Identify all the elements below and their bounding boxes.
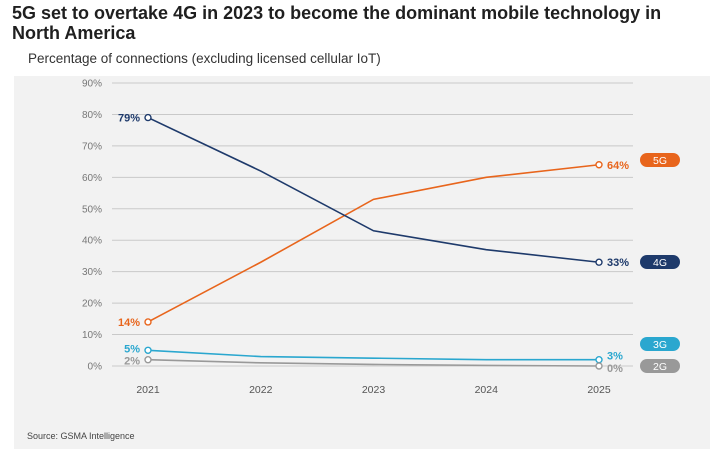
series-start-point-4g bbox=[144, 113, 152, 122]
series-line-4g bbox=[147, 116, 600, 264]
y-tick-label: 30% bbox=[82, 267, 102, 278]
series-start-label: 14% bbox=[118, 317, 140, 329]
y-tick-label: 0% bbox=[88, 362, 103, 373]
series-start-label: 5% bbox=[124, 343, 140, 355]
source-note: Source: GSMA Intelligence bbox=[27, 431, 135, 441]
series-line-3g bbox=[147, 349, 599, 361]
legend-label: 2G bbox=[653, 361, 667, 373]
legend-label: 3G bbox=[653, 339, 667, 351]
series-line-5g bbox=[147, 163, 600, 323]
legend-badge-5g bbox=[640, 153, 680, 167]
series-end-point-2g bbox=[595, 362, 603, 370]
series-end-label: 33% bbox=[607, 257, 629, 269]
series-end-label: 0% bbox=[607, 363, 623, 375]
series-end-point-4g bbox=[595, 258, 603, 266]
series-start-label: 79% bbox=[118, 113, 140, 125]
y-tick-label: 60% bbox=[82, 173, 102, 184]
series-start-label: 2% bbox=[124, 356, 140, 368]
series-start-point-2g bbox=[144, 356, 152, 364]
y-tick-label: 80% bbox=[82, 110, 102, 121]
x-tick-label: 2024 bbox=[475, 384, 499, 396]
legend-badge-2g bbox=[640, 359, 680, 373]
y-tick-label: 70% bbox=[82, 141, 102, 152]
y-tick-label: 10% bbox=[82, 330, 102, 341]
series-end-point-5g bbox=[595, 161, 603, 169]
series-start-point-3g bbox=[144, 346, 152, 354]
x-tick-label: 2023 bbox=[362, 384, 386, 396]
x-tick-label: 2025 bbox=[587, 384, 611, 396]
series-line-2g bbox=[147, 358, 600, 367]
x-tick-label: 2022 bbox=[249, 384, 273, 396]
series-end-label: 3% bbox=[607, 351, 623, 363]
y-tick-label: 20% bbox=[82, 299, 102, 310]
chart-title: 5G set to overtake 4G in 2023 to become … bbox=[12, 3, 662, 43]
legend-badge-4g bbox=[640, 255, 680, 269]
series-start-point-5g bbox=[144, 318, 152, 326]
legend-badge-3g bbox=[640, 337, 680, 351]
legend-label: 5G bbox=[653, 155, 667, 167]
x-tick-label: 2021 bbox=[136, 384, 160, 396]
y-tick-label: 40% bbox=[82, 236, 102, 247]
legend-label: 4G bbox=[653, 257, 667, 269]
y-tick-label: 90% bbox=[82, 79, 102, 90]
y-tick-label: 50% bbox=[82, 204, 102, 215]
chart-panel bbox=[14, 76, 710, 449]
series-end-label: 64% bbox=[607, 160, 629, 172]
series-end-point-3g bbox=[595, 356, 603, 364]
chart-subtitle: Percentage of connections (excluding lic… bbox=[28, 51, 381, 66]
